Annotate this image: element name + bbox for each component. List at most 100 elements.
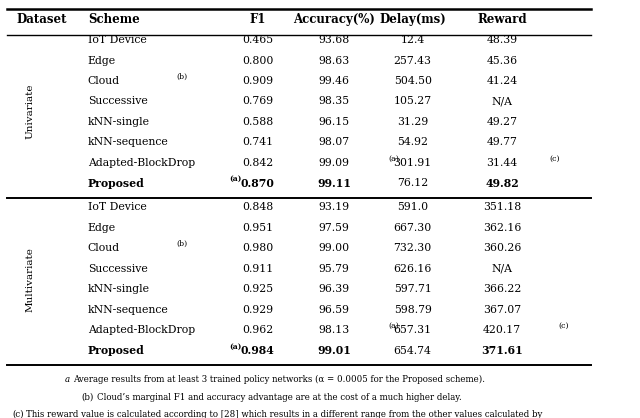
- Text: Univariate: Univariate: [26, 84, 35, 140]
- Text: 99.00: 99.00: [319, 243, 349, 253]
- Text: 626.16: 626.16: [394, 264, 432, 274]
- Text: IoT Device: IoT Device: [88, 35, 147, 45]
- Text: 98.63: 98.63: [318, 56, 349, 66]
- Text: 49.77: 49.77: [486, 138, 518, 148]
- Text: 98.13: 98.13: [318, 325, 349, 335]
- Text: 41.24: 41.24: [486, 76, 518, 86]
- Text: 0.962: 0.962: [242, 325, 273, 335]
- Text: 0.929: 0.929: [242, 305, 273, 315]
- Text: 301.91: 301.91: [394, 158, 432, 168]
- Text: 367.07: 367.07: [483, 305, 521, 315]
- Text: Scheme: Scheme: [88, 13, 140, 26]
- Text: 96.39: 96.39: [319, 284, 349, 294]
- Text: 48.39: 48.39: [486, 35, 518, 45]
- Text: 99.46: 99.46: [319, 76, 349, 86]
- Text: 667.30: 667.30: [394, 223, 432, 233]
- Text: 49.82: 49.82: [485, 178, 519, 189]
- Text: 362.16: 362.16: [483, 223, 521, 233]
- Text: a: a: [65, 375, 70, 385]
- Text: Successive: Successive: [88, 97, 148, 107]
- Text: Dataset: Dataset: [16, 13, 67, 26]
- Text: 95.79: 95.79: [319, 264, 349, 274]
- Text: 0.842: 0.842: [242, 158, 273, 168]
- Text: Cloud’s marginal F1 and accuracy advantage are at the cost of a much higher dela: Cloud’s marginal F1 and accuracy advanta…: [97, 393, 461, 402]
- Text: Reward: Reward: [477, 13, 527, 26]
- Text: 0.870: 0.870: [241, 178, 275, 189]
- Text: 257.43: 257.43: [394, 56, 431, 66]
- Text: 597.71: 597.71: [394, 284, 431, 294]
- Text: Adapted-BlockDrop: Adapted-BlockDrop: [88, 325, 195, 335]
- Text: N/A: N/A: [492, 264, 513, 274]
- Text: 0.911: 0.911: [242, 264, 273, 274]
- Text: 98.35: 98.35: [319, 97, 349, 107]
- Text: Delay(ms): Delay(ms): [380, 13, 446, 26]
- Text: 105.27: 105.27: [394, 97, 432, 107]
- Text: kNN-sequence: kNN-sequence: [88, 138, 168, 148]
- Text: 0.909: 0.909: [242, 76, 273, 86]
- Text: 99.11: 99.11: [317, 178, 351, 189]
- Text: 96.59: 96.59: [319, 305, 349, 315]
- Text: Successive: Successive: [88, 264, 148, 274]
- Text: 0.848: 0.848: [242, 202, 273, 212]
- Text: 99.09: 99.09: [319, 158, 349, 168]
- Text: Multivariate: Multivariate: [26, 247, 35, 311]
- Text: 0.800: 0.800: [242, 56, 273, 66]
- Text: Proposed: Proposed: [88, 178, 145, 189]
- Text: 654.74: 654.74: [394, 346, 431, 356]
- Text: 504.50: 504.50: [394, 76, 431, 86]
- Text: 0.951: 0.951: [242, 223, 273, 233]
- Text: (b): (b): [81, 393, 94, 402]
- Text: 360.26: 360.26: [483, 243, 521, 253]
- Text: 598.79: 598.79: [394, 305, 431, 315]
- Text: 0.980: 0.980: [242, 243, 273, 253]
- Text: 98.07: 98.07: [319, 138, 349, 148]
- Text: (b): (b): [176, 73, 188, 81]
- Text: (b): (b): [176, 240, 188, 248]
- Text: Proposed: Proposed: [88, 345, 145, 356]
- Text: kNN-single: kNN-single: [88, 284, 150, 294]
- Text: (c): (c): [12, 410, 24, 418]
- Text: 49.27: 49.27: [486, 117, 518, 127]
- Text: This reward value is calculated according to [28] which results in a different r: This reward value is calculated accordin…: [26, 410, 543, 418]
- Text: Edge: Edge: [88, 223, 116, 233]
- Text: 54.92: 54.92: [397, 138, 428, 148]
- Text: Adapted-BlockDrop: Adapted-BlockDrop: [88, 158, 195, 168]
- Text: 99.01: 99.01: [317, 345, 351, 356]
- Text: 0.465: 0.465: [242, 35, 273, 45]
- Text: 93.19: 93.19: [319, 202, 349, 212]
- Text: F1: F1: [250, 13, 266, 26]
- Text: 0.984: 0.984: [241, 345, 275, 356]
- Text: (a): (a): [388, 155, 399, 163]
- Text: (c): (c): [558, 322, 568, 330]
- Text: 31.29: 31.29: [397, 117, 428, 127]
- Text: 0.741: 0.741: [242, 138, 273, 148]
- Text: 12.4: 12.4: [401, 35, 425, 45]
- Text: 93.68: 93.68: [318, 35, 349, 45]
- Text: 366.22: 366.22: [483, 284, 521, 294]
- Text: 371.61: 371.61: [481, 345, 523, 356]
- Text: kNN-sequence: kNN-sequence: [88, 305, 168, 315]
- Text: Edge: Edge: [88, 56, 116, 66]
- Text: N/A: N/A: [492, 97, 513, 107]
- Text: 351.18: 351.18: [483, 202, 521, 212]
- Text: (a): (a): [229, 175, 241, 183]
- Text: 0.769: 0.769: [242, 97, 273, 107]
- Text: 96.15: 96.15: [319, 117, 349, 127]
- Text: 657.31: 657.31: [394, 325, 432, 335]
- Text: 76.12: 76.12: [397, 178, 428, 189]
- Text: Cloud: Cloud: [88, 243, 120, 253]
- Text: 97.59: 97.59: [319, 223, 349, 233]
- Text: 31.44: 31.44: [486, 158, 518, 168]
- Text: kNN-single: kNN-single: [88, 117, 150, 127]
- Text: 0.588: 0.588: [242, 117, 273, 127]
- Text: Average results from at least 3 trained policy networks (α = 0.0005 for the Prop: Average results from at least 3 trained …: [73, 375, 485, 385]
- Text: 591.0: 591.0: [397, 202, 428, 212]
- Text: (a): (a): [229, 342, 241, 351]
- Text: 45.36: 45.36: [486, 56, 518, 66]
- Text: Cloud: Cloud: [88, 76, 120, 86]
- Text: 0.925: 0.925: [242, 284, 273, 294]
- Text: IoT Device: IoT Device: [88, 202, 147, 212]
- Text: (c): (c): [549, 155, 560, 163]
- Text: Accuracy(%): Accuracy(%): [293, 13, 375, 26]
- Text: (a): (a): [388, 322, 399, 330]
